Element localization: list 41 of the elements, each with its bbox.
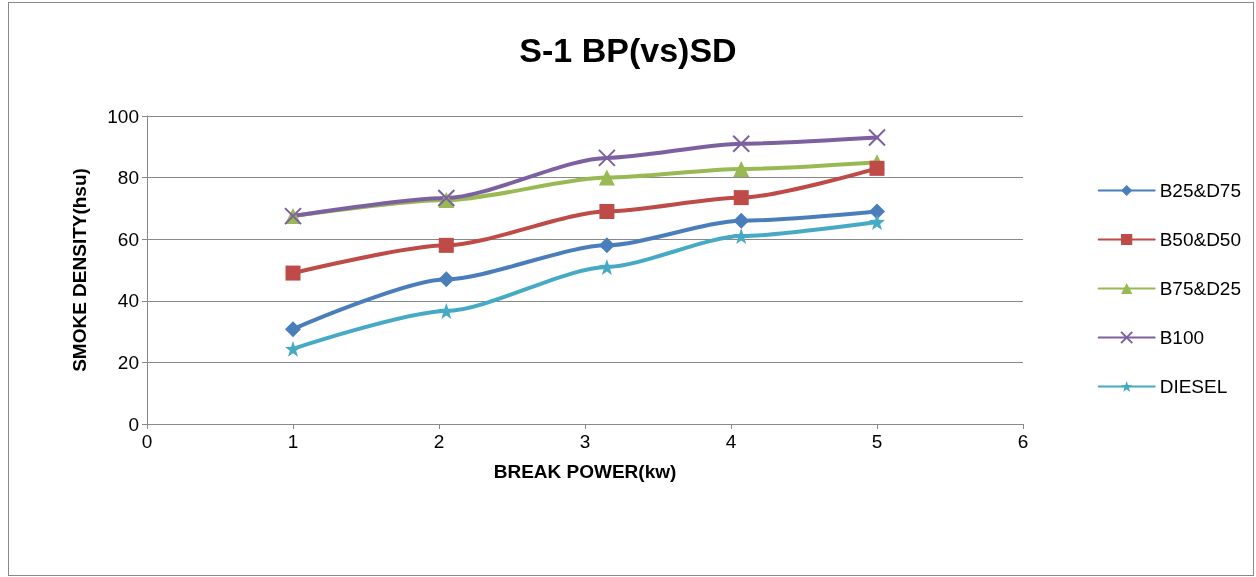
point	[438, 271, 455, 288]
y-tick-label: 60	[117, 228, 139, 250]
legend-label: B25&D75	[1159, 180, 1242, 201]
x-tick-label: 6	[1017, 431, 1029, 452]
point	[732, 134, 751, 153]
legend-label: DIESEL	[1159, 376, 1228, 397]
legend-label: B50&D50	[1159, 229, 1242, 250]
x-axis-title: BREAK POWER(kw)	[493, 461, 677, 482]
point	[599, 203, 615, 219]
point	[597, 148, 616, 167]
legend-label: B100	[1159, 327, 1205, 348]
point	[869, 213, 885, 230]
y-tick-label: 40	[117, 290, 139, 312]
point	[868, 128, 886, 147]
point	[733, 212, 750, 229]
x-tick-label: 3	[579, 431, 591, 452]
x-tick-label: 4	[725, 431, 737, 452]
y-tick-label: 20	[117, 351, 139, 373]
point	[285, 321, 301, 338]
x-tick-label: 2	[433, 431, 445, 452]
point	[438, 237, 454, 253]
point	[598, 237, 615, 254]
point	[869, 203, 885, 220]
point	[437, 188, 456, 207]
point	[598, 169, 615, 186]
point	[285, 265, 301, 281]
y-tick-label: 100	[107, 105, 139, 127]
point	[598, 258, 615, 275]
legend-label: B75&D25	[1159, 278, 1242, 299]
y-tick-label: 0	[128, 413, 139, 435]
point	[869, 160, 885, 176]
point	[285, 340, 301, 357]
y-axis-title: SMOKE DENSITY(hsu)	[69, 168, 90, 372]
x-tick-label: 0	[141, 431, 153, 452]
y-tick-label: 80	[117, 167, 139, 189]
point	[733, 160, 750, 177]
chart-title: S-1 BP(vs)SD	[519, 31, 737, 69]
point	[438, 302, 455, 319]
x-tick-label: 5	[871, 431, 883, 452]
x-tick-label: 1	[287, 431, 299, 452]
point	[733, 190, 749, 206]
